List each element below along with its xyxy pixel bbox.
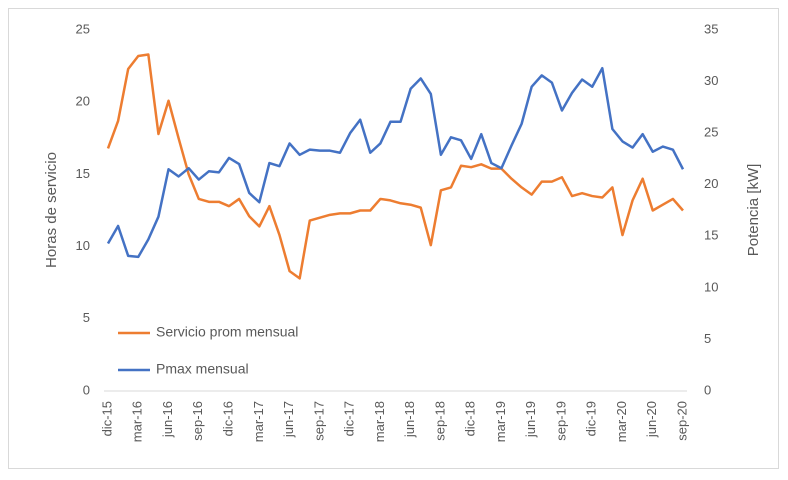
x-tick-label: mar-16: [130, 401, 145, 442]
y2-tick-label: 15: [704, 228, 718, 243]
x-tick-label: jun-20: [644, 401, 659, 438]
series-line: [106, 66, 685, 259]
x-tick-label: sep-18: [432, 401, 447, 441]
x-tick-label: mar-17: [251, 401, 266, 442]
y-tick-label: 15: [76, 166, 90, 181]
x-tick-label: jun-16: [160, 401, 175, 438]
x-tick-label: sep-17: [311, 401, 326, 441]
y-tick-label: 0: [83, 382, 90, 397]
x-tick-label: mar-19: [493, 401, 508, 442]
x-tick-label: sep-19: [553, 401, 568, 441]
x-tick-label: dic-18: [463, 401, 478, 436]
y-tick-label: 10: [76, 238, 90, 253]
x-tick-label: jun-17: [281, 401, 296, 438]
y2-axis-title: Potencia [kW]: [745, 164, 762, 257]
y2-tick-label: 5: [704, 331, 711, 346]
x-tick-label: jun-18: [402, 401, 417, 438]
legend-label: Servicio prom mensual: [156, 324, 298, 340]
y2-tick-label: 35: [704, 21, 718, 36]
legend-label: Pmax mensual: [156, 361, 249, 377]
x-tick-label: mar-18: [372, 401, 387, 442]
y-tick-label: 25: [76, 21, 90, 36]
x-tick-label: sep-16: [190, 401, 205, 441]
chart-frame: [8, 8, 779, 469]
x-tick-label: mar-20: [614, 401, 629, 442]
y2-tick-label: 20: [704, 176, 718, 191]
x-tick-label: sep-20: [674, 401, 689, 441]
y2-tick-label: 10: [704, 279, 718, 294]
y-tick-label: 20: [76, 94, 90, 109]
y2-tick-label: 25: [704, 125, 718, 140]
y2-tick-label: 0: [704, 382, 711, 397]
y-axis-title: Horas de servicio: [43, 152, 60, 268]
series-line: [106, 53, 684, 280]
x-tick-label: dic-17: [342, 401, 357, 436]
x-tick-label: dic-16: [220, 401, 235, 436]
x-tick-label: dic-19: [584, 401, 599, 436]
y2-tick-label: 30: [704, 73, 718, 88]
y-tick-label: 5: [83, 310, 90, 325]
x-tick-label: dic-15: [99, 401, 114, 436]
x-tick-label: jun-19: [523, 401, 538, 438]
